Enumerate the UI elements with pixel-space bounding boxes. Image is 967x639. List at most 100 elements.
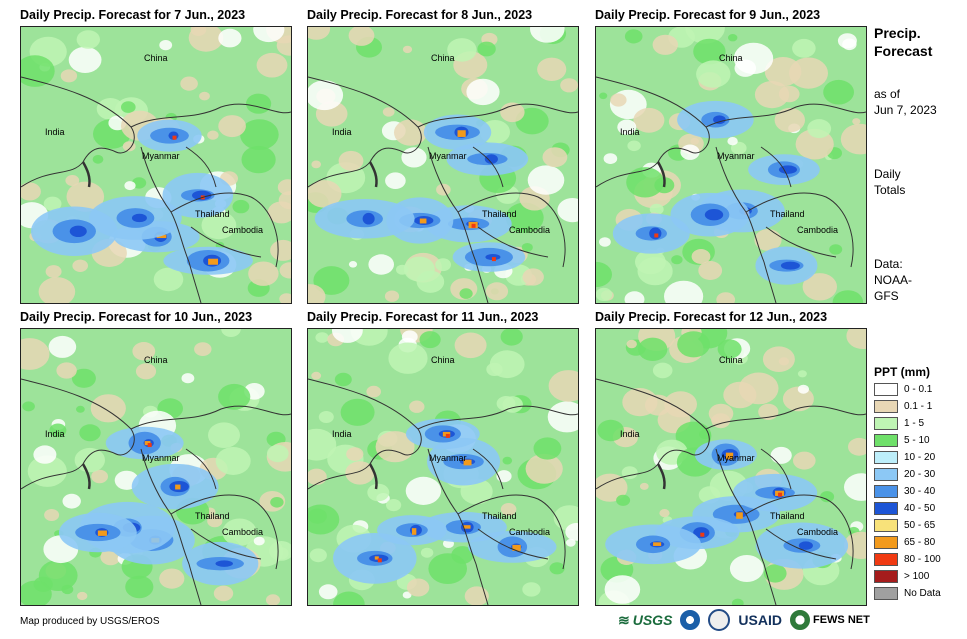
map-label-myanmar: Myanmar [429,151,467,161]
data-source-line3: GFS [874,289,899,303]
map-label-myanmar: Myanmar [717,453,755,463]
legend-label: > 100 [904,571,930,582]
legend-item: 10 - 20 [874,450,935,465]
panel-title: Daily Precip. Forecast for 11 Jun., 2023 [307,310,539,324]
legend-swatch [874,485,898,498]
map-label-cambodia: Cambodia [509,527,551,537]
map-label-china: China [719,53,743,63]
legend-swatch [874,570,898,583]
map-credit: Map produced by USGS/EROS [20,616,160,627]
legend-label: 30 - 40 [904,486,936,497]
map-label-myanmar: Myanmar [142,453,180,463]
map-label-china: China [144,355,168,365]
map-label-thailand: Thailand [482,209,517,219]
precip-map: China India Myanmar Thailand Cambodia [20,328,292,606]
legend-item: 30 - 40 [874,484,935,499]
as-of-label: as of [874,87,901,101]
fews-net-logo: FEWS NET [789,610,870,630]
map-label-china: China [431,53,455,63]
legend-item: 0 - 0.1 [874,382,932,397]
legend-swatch [874,587,898,600]
usgs-logo-text: USGS [632,612,673,628]
map-label-india: India [620,429,640,439]
legend-label: 5 - 10 [904,435,930,446]
map-label-cambodia: Cambodia [797,225,839,235]
legend-swatch [874,417,898,430]
sidebar-title-line1: Precip. [874,25,921,41]
legend-item: > 100 [874,569,929,584]
legend-swatch [874,519,898,532]
legend-item: No Data [874,586,941,601]
map-label-india: India [45,127,65,137]
legend-swatch [874,553,898,566]
legend-label: 80 - 100 [904,554,941,565]
map-label-thailand: Thailand [195,209,230,219]
map-label-china: China [431,355,455,365]
data-source: Data: NOAA- GFS [874,256,912,304]
legend-label: 20 - 30 [904,469,936,480]
legend-swatch [874,434,898,447]
legend-item: 1 - 5 [874,416,924,431]
panel-title: Daily Precip. Forecast for 8 Jun., 2023 [307,8,533,22]
logo-bar: ≋ USGS USAID FEWS NET [618,607,870,633]
legend-item: 80 - 100 [874,552,941,567]
legend-swatch [874,400,898,413]
commerce-seal-icon [708,609,731,631]
map-label-india: India [45,429,65,439]
totals-line2: Totals [874,183,906,197]
map-label-cambodia: Cambodia [509,225,551,235]
legend-label: 0 - 0.1 [904,384,933,395]
fews-net-logo-text: FEWS NET [812,614,870,626]
legend-label: 1 - 5 [904,418,925,429]
map-label-india: India [332,127,352,137]
fews-globe-icon [789,610,810,630]
legend-swatch [874,502,898,515]
legend-item: 50 - 65 [874,518,935,533]
map-label-cambodia: Cambodia [797,527,839,537]
map-label-china: China [144,53,168,63]
map-label-cambodia: Cambodia [222,527,264,537]
legend-label: 50 - 65 [904,520,936,531]
map-label-myanmar: Myanmar [717,151,755,161]
panel-title: Daily Precip. Forecast for 9 Jun., 2023 [595,8,821,22]
precip-map: China India Myanmar Thailand Cambodia [307,26,579,304]
as-of-value: Jun 7, 2023 [874,103,937,117]
legend-label: 0.1 - 1 [904,401,933,412]
usgs-wave-icon: ≋ [618,611,630,628]
usaid-logo-text: USAID [738,612,782,628]
panel-title: Daily Precip. Forecast for 7 Jun., 2023 [20,8,246,22]
map-label-thailand: Thailand [770,511,805,521]
map-label-cambodia: Cambodia [222,225,264,235]
precip-map: China India Myanmar Thailand Cambodia [595,26,867,304]
map-label-china: China [719,355,743,365]
sidebar-title: Precip. Forecast [874,24,932,60]
map-label-thailand: Thailand [770,209,805,219]
legend-swatch [874,451,898,464]
noaa-seal-icon [680,610,701,630]
legend-swatch [874,383,898,396]
legend-label: 10 - 20 [904,452,936,463]
legend-item: 5 - 10 [874,433,930,448]
map-label-india: India [620,127,640,137]
legend-item: 65 - 80 [874,535,935,550]
map-label-thailand: Thailand [195,511,230,521]
legend-item: 20 - 30 [874,467,935,482]
map-label-india: India [332,429,352,439]
usgs-logo: ≋ USGS [618,612,672,629]
totals-note: Daily Totals [874,166,905,198]
legend-label: 65 - 80 [904,537,936,548]
legend-title: PPT (mm) [874,365,931,379]
map-label-myanmar: Myanmar [142,151,180,161]
map-label-myanmar: Myanmar [429,453,467,463]
data-source-line1: Data: [874,257,903,271]
precip-map: China India Myanmar Thailand Cambodia [595,328,867,606]
usaid-logo: USAID [738,612,782,628]
data-source-line2: NOAA- [874,273,913,287]
legend-swatch [874,468,898,481]
precip-map: China India Myanmar Thailand Cambodia [307,328,579,606]
precip-map: China India Myanmar Thailand Cambodia [20,26,292,304]
panel-title: Daily Precip. Forecast for 12 Jun., 2023 [595,310,828,324]
legend-item: 0.1 - 1 [874,399,932,414]
legend-label: 40 - 50 [904,503,936,514]
sidebar-title-line2: Forecast [874,43,933,59]
